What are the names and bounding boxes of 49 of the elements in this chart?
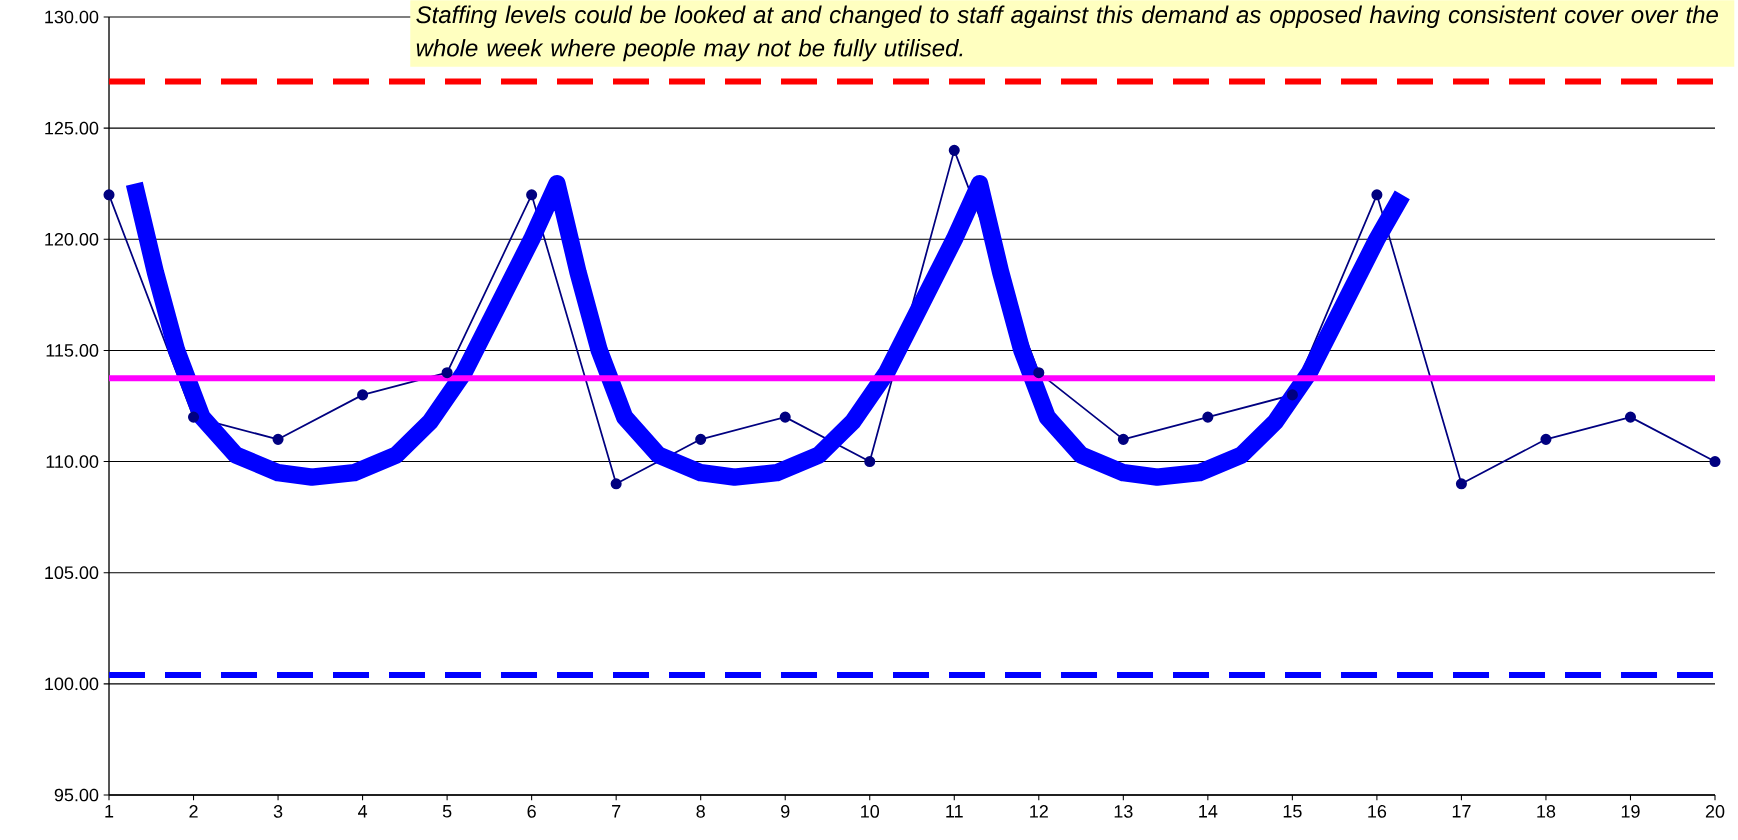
annotation: Staffing levels could be looked at and changed to staff against this demand as opposed having consistent cover over the whole week where people may not be fully utilised. [416, 5, 1718, 62]
x-tick-label: 7 [612, 805, 621, 818]
point [188, 411, 200, 423]
y-tick-label: 110.00 [46, 455, 99, 468]
y-tick-label: 100.00 [45, 677, 99, 691]
point [103, 189, 115, 201]
point [864, 456, 876, 468]
y-tick-label: 115.00 [46, 344, 99, 357]
x-tick-label: 2 [189, 805, 198, 818]
point [779, 411, 791, 423]
point [1033, 367, 1045, 379]
x-tick-label: 12 [1030, 805, 1048, 818]
x-tick-label: 1 [105, 805, 114, 818]
x-tick-label: 8 [696, 805, 705, 818]
point [1540, 433, 1552, 445]
point [357, 389, 369, 401]
point [948, 144, 960, 156]
point [1286, 389, 1298, 401]
point [695, 433, 707, 445]
x-tick-label: 17 [1452, 805, 1471, 818]
x-tick-label: 10 [861, 805, 880, 818]
point [610, 478, 622, 490]
point [1455, 478, 1467, 490]
x-tick-label: 3 [273, 805, 283, 818]
x-tick-label: 11 [946, 805, 963, 818]
y-tick-label: 130.00 [45, 10, 99, 24]
x-tick-label: 9 [781, 805, 790, 818]
point [1709, 456, 1721, 468]
x-tick-label: 5 [442, 805, 452, 818]
x-tick-label: 13 [1114, 805, 1133, 818]
point [1371, 189, 1383, 201]
x-tick-label: 15 [1283, 805, 1302, 818]
x-tick-label: 16 [1368, 805, 1387, 818]
x-tick-label: 18 [1537, 805, 1556, 818]
x-tick-label: 14 [1199, 805, 1218, 818]
point [1117, 433, 1129, 445]
point [272, 433, 284, 445]
x-tick-label: 20 [1705, 805, 1725, 818]
point [1202, 411, 1214, 423]
point [1624, 411, 1637, 423]
y-tick-label: 120.00 [45, 232, 99, 246]
y-tick-label: 125.00 [45, 121, 99, 135]
y-tick-label: 105.00 [45, 566, 99, 580]
point [441, 367, 453, 379]
x-tick-label: 4 [358, 805, 368, 818]
point [526, 189, 538, 201]
x-tick-label: 19 [1621, 805, 1640, 818]
y-tick-label: 95.00 [54, 788, 99, 802]
x-tick-label: 6 [527, 805, 536, 818]
